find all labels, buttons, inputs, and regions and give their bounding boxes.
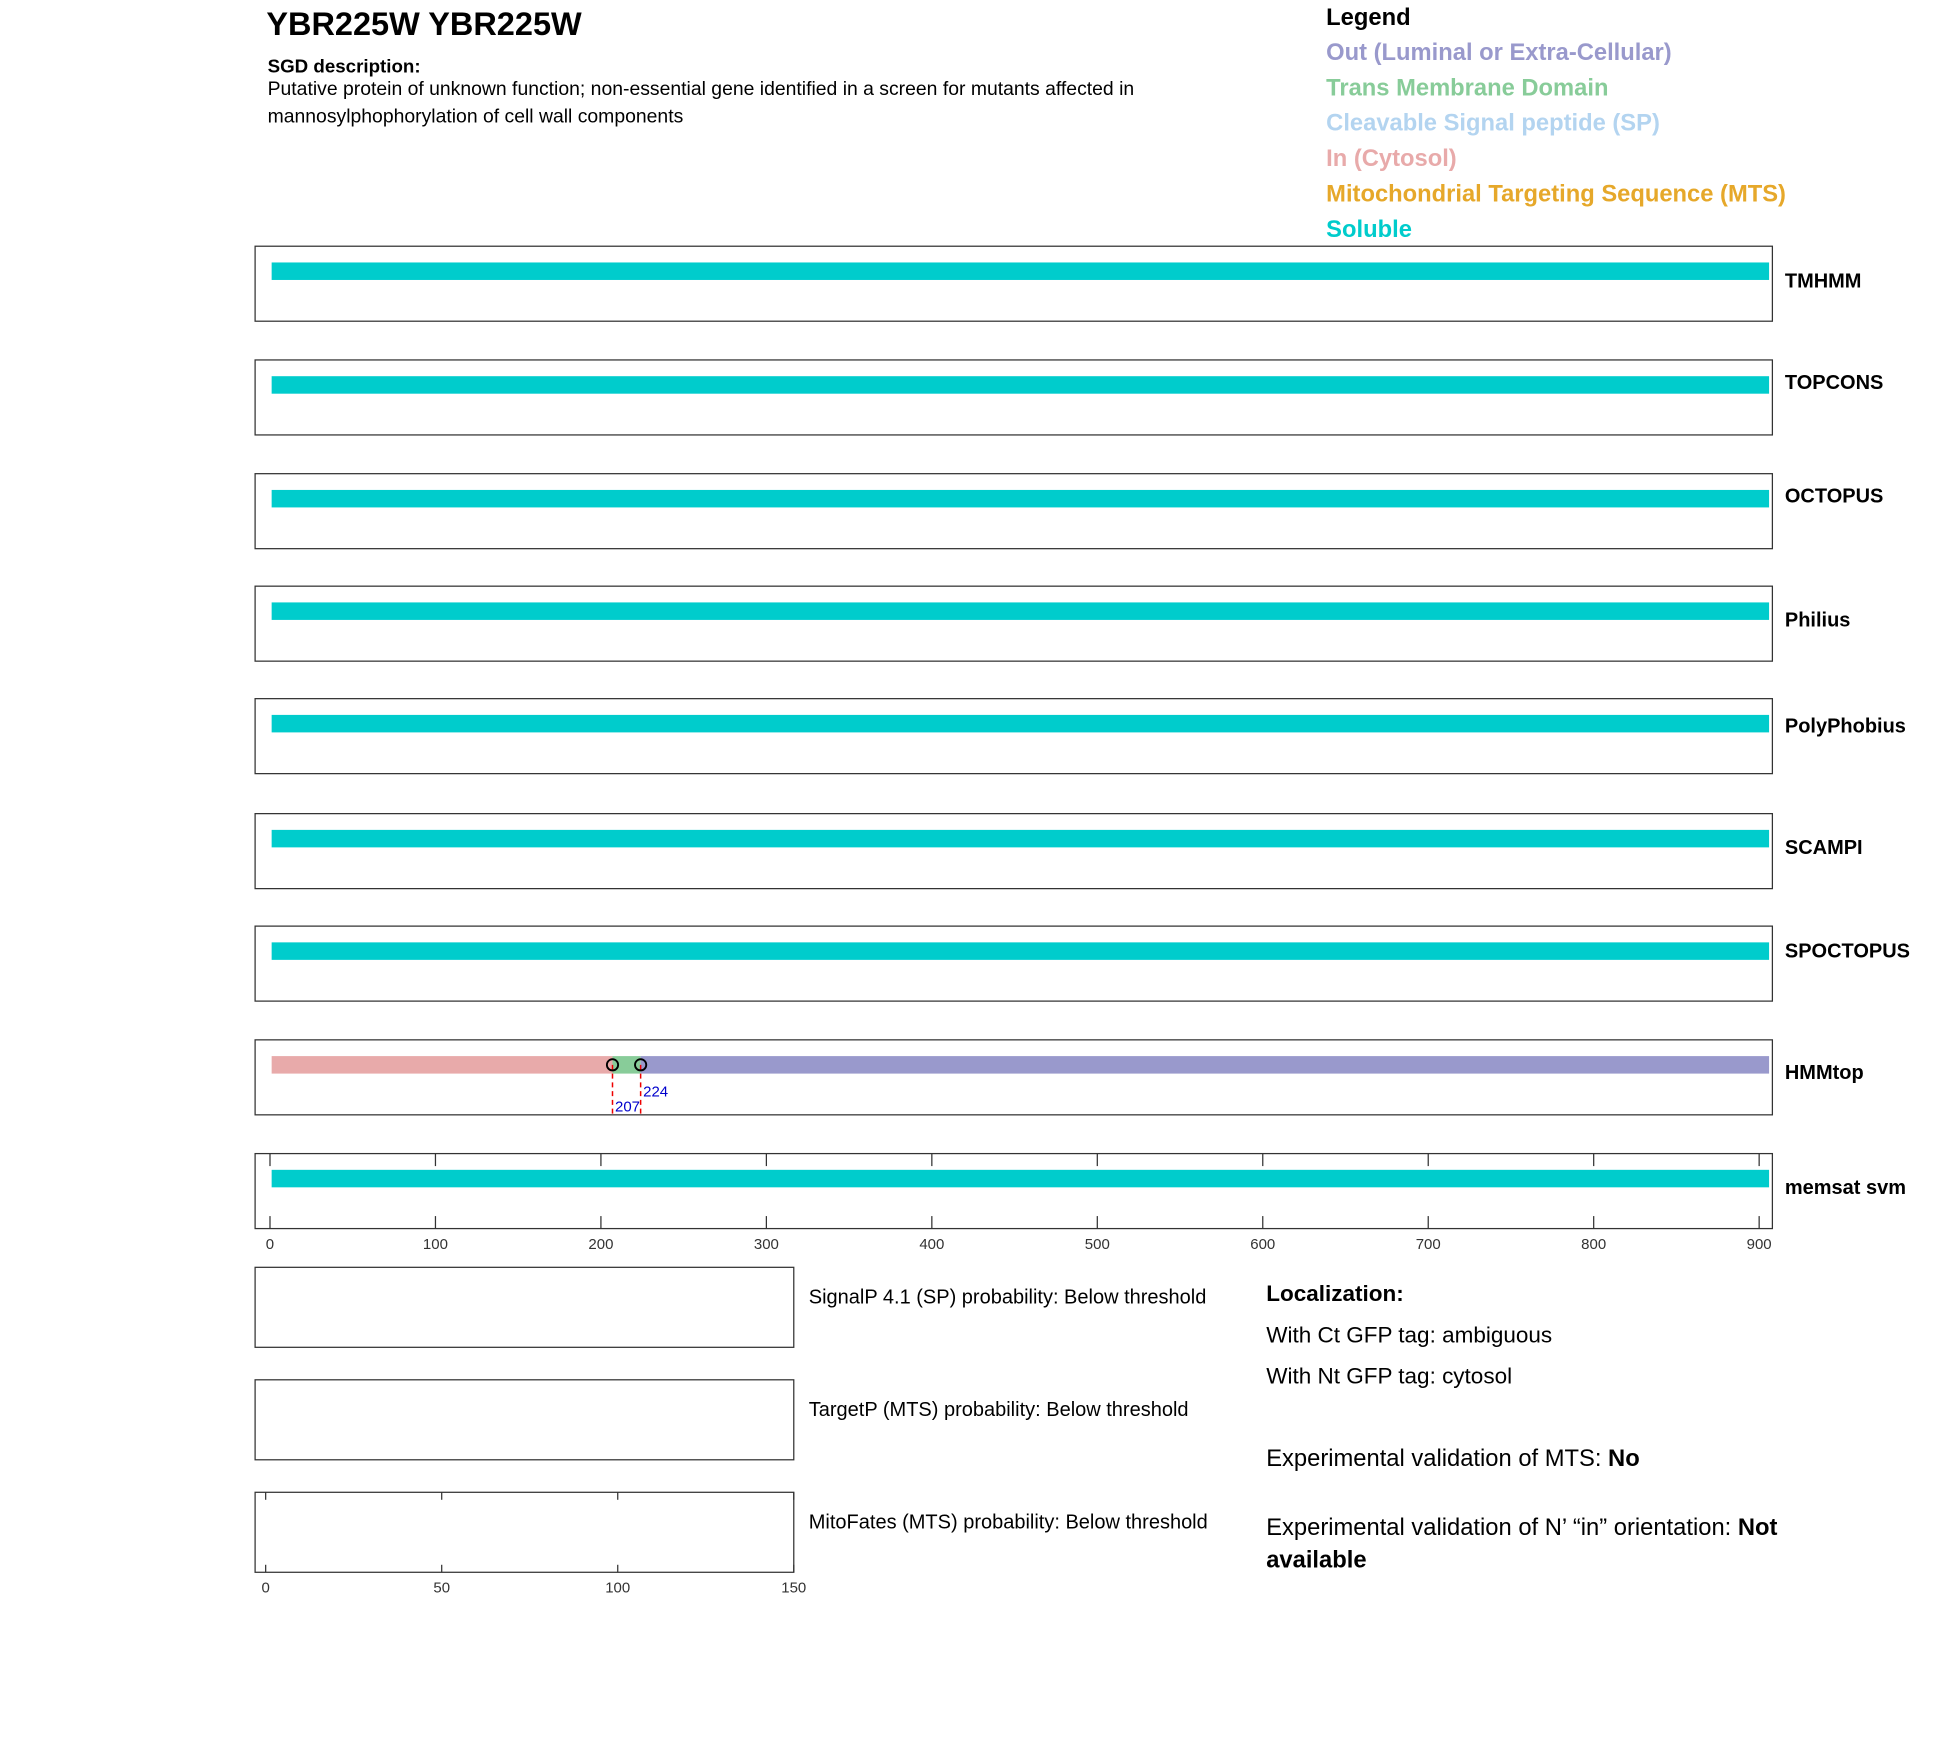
localization-title: Localization: xyxy=(1266,1281,1404,1307)
segment xyxy=(271,829,1770,848)
track-label: TMHMM xyxy=(1785,271,1862,293)
track-label: memsat svm xyxy=(1785,1177,1906,1199)
track-label: PolyPhobius xyxy=(1785,716,1906,738)
segment xyxy=(612,1056,641,1074)
track-box xyxy=(254,813,1774,890)
segment xyxy=(271,262,1770,280)
validation: Experimental validation of N’ “in” orien… xyxy=(1266,1512,1866,1577)
track-box xyxy=(254,1039,1774,1116)
segment xyxy=(271,714,1770,733)
segment xyxy=(271,376,1770,394)
localization-line: With Ct GFP tag: ambiguous xyxy=(1266,1322,1553,1348)
legend-item: Cleavable Signal peptide (SP) xyxy=(1326,111,1660,137)
x-tick-label: 200 xyxy=(588,1236,613,1253)
x-tick-label: 300 xyxy=(754,1236,779,1253)
validation-value: Not available xyxy=(1266,1514,1778,1574)
panel-box xyxy=(254,1491,795,1573)
x-tick-label: 100 xyxy=(605,1579,630,1596)
x-tick-label: 500 xyxy=(1085,1236,1110,1253)
panel-box xyxy=(254,1266,795,1348)
track-box xyxy=(254,585,1774,662)
panel-label-box: SignalP 4.1 (SP) probability: Below thre… xyxy=(808,1287,1207,1309)
panel-label: MitoFates (MTS) probability: Below thres… xyxy=(808,1512,1208,1534)
validation: Experimental validation of MTS: No xyxy=(1266,1446,1866,1512)
validation-value: No xyxy=(1608,1446,1640,1473)
marker-label: 224 xyxy=(643,1083,668,1100)
x-tick-label: 0 xyxy=(266,1236,274,1253)
marker xyxy=(605,1058,620,1072)
track-box xyxy=(254,359,1774,436)
x-tick-label: 700 xyxy=(1416,1236,1441,1253)
panel-label-box: MitoFates (MTS) probability: Below thres… xyxy=(808,1512,1208,1534)
segment xyxy=(271,489,1770,508)
track-label: SPOCTOPUS xyxy=(1785,941,1910,963)
segment xyxy=(271,1169,1770,1188)
localization-line: With Nt GFP tag: cytosol xyxy=(1266,1363,1513,1389)
panel-label: SignalP 4.1 (SP) probability: Below thre… xyxy=(808,1287,1207,1309)
track-label: OCTOPUS xyxy=(1785,486,1883,508)
localization-box: Localization: With Ct GFP tag: ambiguous… xyxy=(1266,1281,1866,1577)
panel-label-box: TargetP (MTS) probability: Below thresho… xyxy=(808,1399,1189,1422)
x-tick-label: 800 xyxy=(1581,1236,1606,1253)
description-label: SGD description: xyxy=(268,55,421,76)
x-tick-label: 150 xyxy=(781,1579,806,1596)
x-tick-label: 600 xyxy=(1250,1236,1275,1253)
track-box xyxy=(254,925,1774,1002)
title: YBR225W YBR225W xyxy=(266,6,582,42)
track-label: Philius xyxy=(1785,609,1851,631)
legend-item: Out (Luminal or Extra-Cellular) xyxy=(1326,40,1672,66)
validation-label: Experimental validation of N’ “in” orien… xyxy=(1266,1514,1732,1542)
x-tick-label: 50 xyxy=(433,1579,450,1596)
legend-item: Mitochondrial Targeting Sequence (MTS) xyxy=(1326,181,1786,207)
segment xyxy=(640,1056,1770,1074)
x-tick-label: 900 xyxy=(1747,1236,1772,1253)
segment xyxy=(271,1056,613,1074)
x-tick-label: 100 xyxy=(423,1236,448,1253)
x-tick-label: 0 xyxy=(261,1579,269,1596)
legend-item: Trans Membrane Domain xyxy=(1326,75,1608,101)
legend-item: Soluble xyxy=(1326,217,1412,243)
x-tick-label: 400 xyxy=(919,1236,944,1253)
track-label: SCAMPI xyxy=(1785,837,1863,859)
marker xyxy=(634,1058,648,1072)
description-box: Putative protein of unknown function; no… xyxy=(267,78,1135,128)
segment xyxy=(271,602,1770,620)
validation-label: Experimental validation of MTS: xyxy=(1266,1446,1602,1473)
legend-item: In (Cytosol) xyxy=(1326,146,1457,172)
track-box xyxy=(254,245,1774,322)
segment xyxy=(271,942,1770,960)
marker-label: 207 xyxy=(615,1098,640,1115)
track-box xyxy=(254,473,1774,550)
panel-label: TargetP (MTS) probability: Below thresho… xyxy=(808,1399,1189,1422)
description: Putative protein of unknown function; no… xyxy=(267,78,1135,128)
track-box xyxy=(254,698,1774,775)
track-label: HMMtop xyxy=(1785,1062,1864,1084)
legend-title: Legend xyxy=(1326,5,1410,31)
track-label: TOPCONS xyxy=(1785,372,1883,394)
panel-box xyxy=(254,1379,795,1461)
track-box xyxy=(254,1152,1774,1230)
localization: Localization: With Ct GFP tag: ambiguous… xyxy=(1266,1281,1866,1577)
